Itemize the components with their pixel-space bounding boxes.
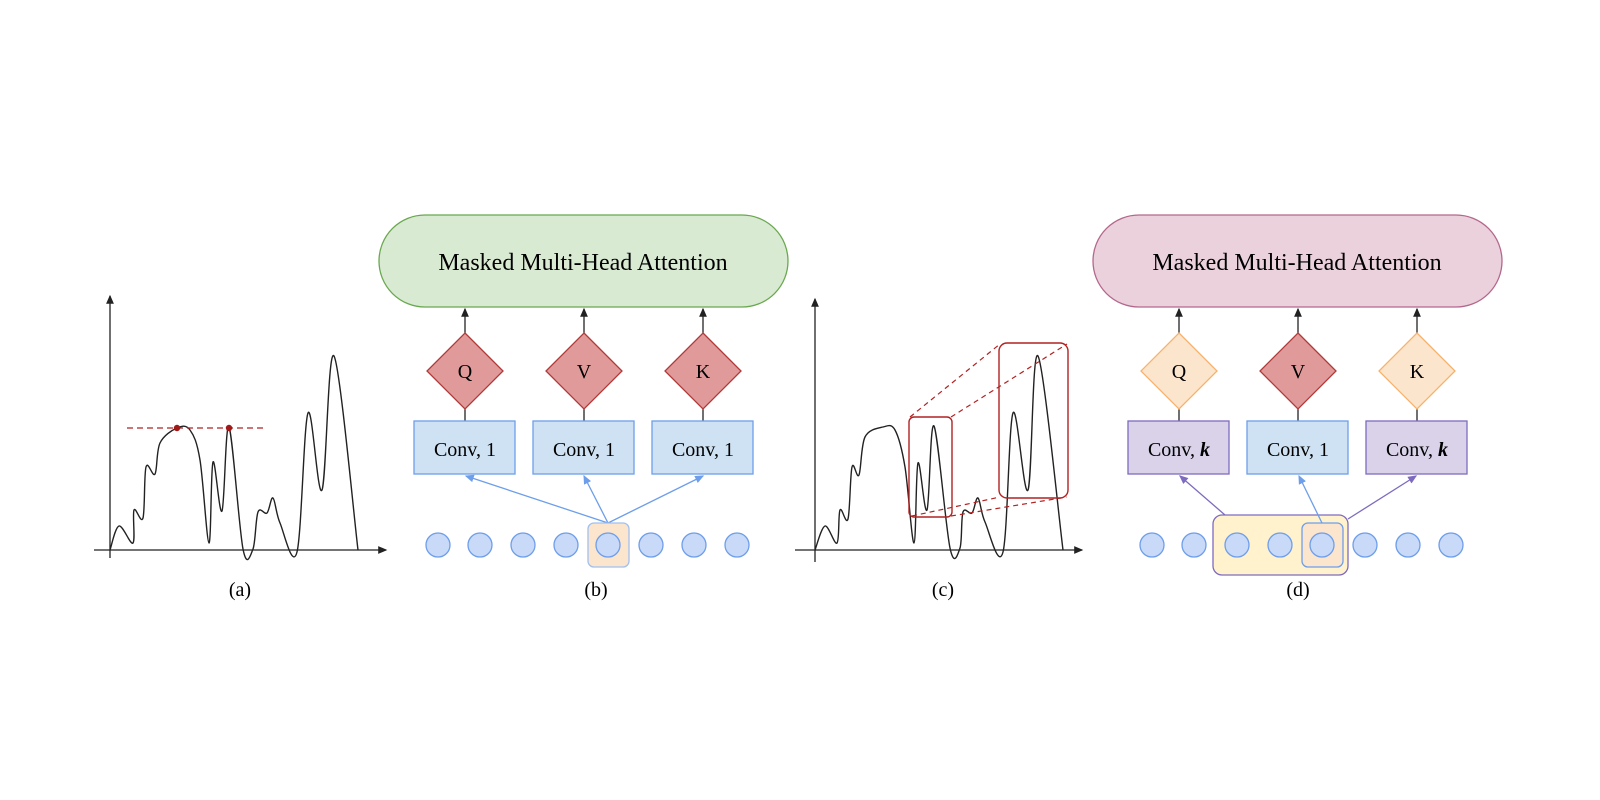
peak-marker [173,424,181,432]
zoom-dashed-line [950,343,1068,418]
conv-prefix: Conv, [1386,439,1438,461]
peak-marker [225,424,233,432]
sequence-token [595,532,621,558]
conv-box [413,420,516,475]
v-diamond [545,332,623,410]
branch-k: K Conv, k [1365,307,1468,475]
sequence-token [638,532,664,558]
sequence-token [1395,532,1421,558]
signal-curve [109,355,359,561]
diamond-label: K [1410,361,1425,383]
sequence-token [1224,532,1250,558]
panel-a: (a) [94,294,388,601]
caption-d: (d) [1286,579,1309,601]
branch-v: V Conv, 1 [532,307,635,475]
conv-prefix: Conv, [672,439,724,461]
sequence-token [553,532,579,558]
conv-label: Conv, 1 [672,439,734,461]
local-region-box [908,416,953,518]
kernel-size: k [1438,439,1448,461]
kernel-size: k [1200,439,1210,461]
zoomed-region-box [998,342,1069,499]
kernel-size: 1 [1319,439,1329,461]
input-sequence [425,522,750,568]
sequence-token [1267,532,1293,558]
q-diamond [1140,332,1218,410]
conv-label: Conv, 1 [434,439,496,461]
sequence-token [681,532,707,558]
input-arrow [1298,474,1323,524]
diamond-label: V [577,361,592,383]
conv-prefix: Conv, [1267,439,1319,461]
attention-block [1092,214,1503,308]
conv-box [1127,420,1230,475]
input-arrow [1347,475,1418,520]
conv-label: Conv, 1 [1267,439,1329,461]
conv-label: Conv, k [1148,439,1210,461]
conv-prefix: Conv, [1148,439,1200,461]
sequence-token [510,532,536,558]
sequence-token [1139,532,1165,558]
diamond-label: Q [458,361,473,383]
q-diamond [426,332,504,410]
kernel-size: 1 [486,439,496,461]
zoom-dashed-line [909,343,1001,418]
sequence-token [467,532,493,558]
sequence-token [425,532,451,558]
input-arrow [1179,475,1226,516]
attention-label: Masked Multi-Head Attention [438,250,727,276]
conv-label: Conv, 1 [553,439,615,461]
attention-label: Masked Multi-Head Attention [1152,250,1441,276]
zoom-dashed-line [950,496,1068,517]
sequence-token [724,532,750,558]
caption-b: (b) [584,579,607,601]
k-diamond [1378,332,1456,410]
caption-c: (c) [932,579,954,601]
input-arrow [583,474,609,524]
conv-box [532,420,635,475]
diamond-label: K [696,361,711,383]
conv-box [1246,420,1349,475]
v-diamond [1259,332,1337,410]
sequence-token [1181,532,1207,558]
caption-a: (a) [229,579,251,601]
kernel-size: 1 [724,439,734,461]
sequence-token [1438,532,1464,558]
sequence-token [1309,532,1335,558]
branch-q: Q Conv, 1 [413,307,516,475]
input-arrow [607,475,705,524]
branch-v: V Conv, 1 [1246,307,1349,475]
conv-prefix: Conv, [434,439,486,461]
attention-block [378,214,789,308]
panel-d: Masked Multi-Head Attention Q Conv, k V Con… [1092,214,1503,601]
branch-q: Q Conv, k [1127,307,1230,475]
panel-b: Masked Multi-Head Attention Q Conv, 1 V Con… [378,214,789,601]
sequence-token [1352,532,1378,558]
diamond-label: Q [1172,361,1187,383]
conv-box [1365,420,1468,475]
panel-c: (c) [795,297,1084,601]
conv-label: Conv, k [1386,439,1448,461]
diamond-label: V [1291,361,1306,383]
conv-prefix: Conv, [553,439,605,461]
kernel-size: 1 [605,439,615,461]
zoom-dashed-line [911,496,1001,517]
input-sequence [1139,522,1464,568]
branch-k: K Conv, 1 [651,307,754,475]
k-diamond [664,332,742,410]
signal-curve [814,355,1064,560]
conv-box [651,420,754,475]
input-arrow [464,474,609,524]
